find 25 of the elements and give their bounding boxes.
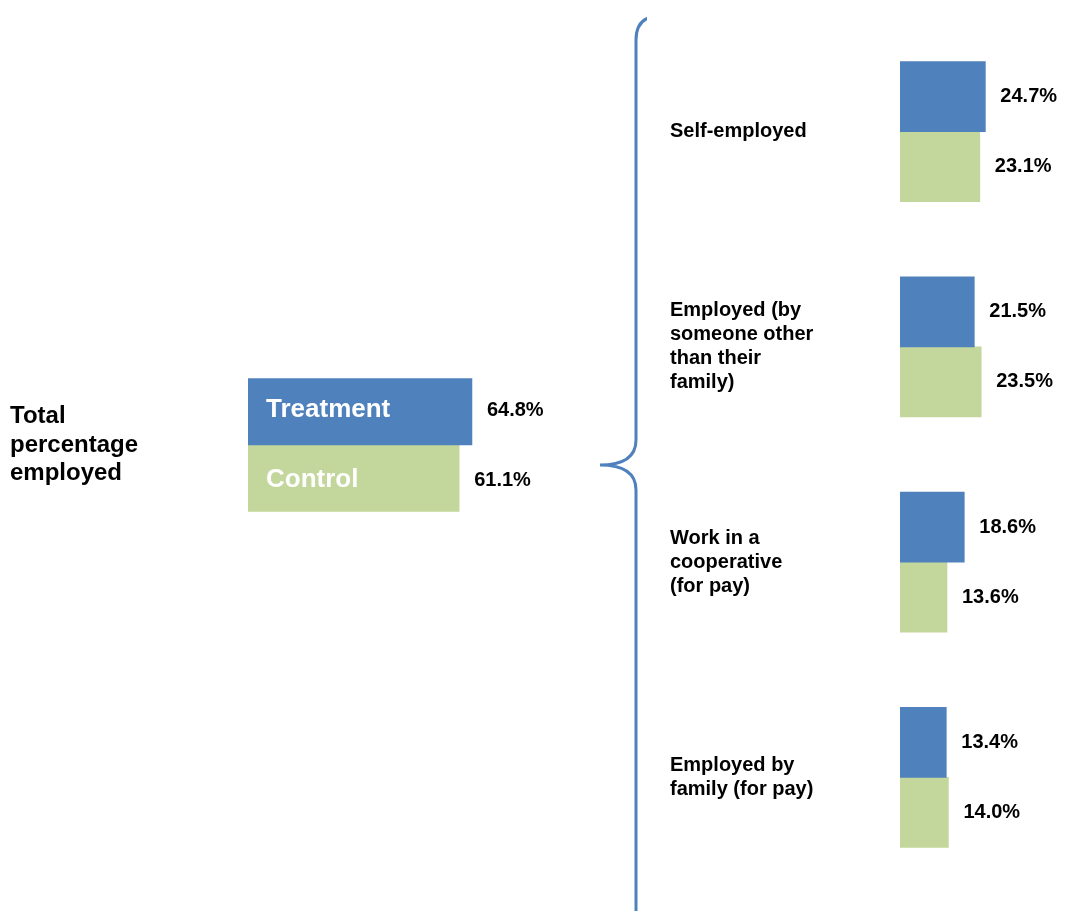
- data-label: 23.5%: [996, 369, 1054, 392]
- data-label: 18.6%: [979, 514, 1037, 537]
- bar: [900, 491, 965, 563]
- bar: [900, 61, 986, 132]
- data-label: 21.5%: [989, 299, 1047, 322]
- y-tick-label: Employed (by someone other than their family): [670, 298, 814, 393]
- data-label: 23.1%: [994, 154, 1052, 177]
- bar: [900, 707, 947, 778]
- data-label: 24.7%: [1000, 84, 1058, 107]
- series-label: Treatment: [266, 393, 391, 424]
- data-label: 64.8%: [486, 397, 544, 420]
- bar: [900, 131, 981, 202]
- bar: [900, 777, 949, 848]
- y-tick-label: Total percentage employed: [10, 400, 139, 486]
- y-tick-label: Self-employed: [670, 119, 807, 142]
- series-label: Control: [266, 463, 359, 494]
- data-label: 14.0%: [963, 799, 1021, 822]
- bar: [900, 276, 975, 348]
- data-label: 13.4%: [961, 729, 1019, 752]
- data-label: 13.6%: [962, 584, 1019, 607]
- bar: [900, 561, 948, 633]
- y-tick-label: Employed by family (for pay): [670, 752, 814, 799]
- y-tick-label: Work in a cooperative (for pay): [670, 525, 783, 596]
- data-label: 61.1%: [474, 467, 532, 490]
- bar: [900, 346, 982, 418]
